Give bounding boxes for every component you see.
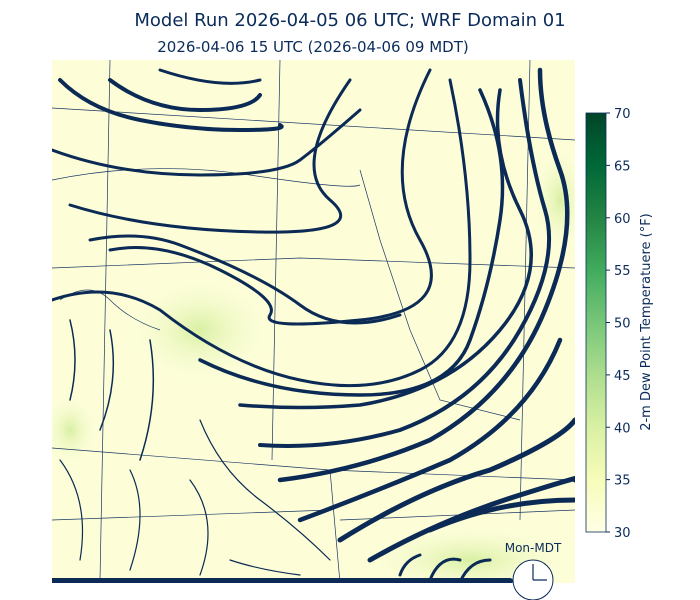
colorbar-tick-label: 60 <box>614 212 631 227</box>
colorbar-tick-label: 30 <box>614 526 631 541</box>
colorbar-tick-label: 35 <box>614 474 631 489</box>
clock-hands <box>532 564 547 581</box>
colorbar-tick-label: 50 <box>614 317 631 332</box>
colorbar-ticks: 30 35 40 45 50 55 60 65 70 <box>606 107 631 541</box>
map <box>52 60 575 583</box>
clock-label: Mon-MDT <box>505 541 562 555</box>
colorbar <box>585 112 607 533</box>
colorbar-tick-label: 45 <box>614 369 631 384</box>
colorbar-tick-label: 55 <box>614 264 631 279</box>
subtitle: 2026-04-06 15 UTC (2026-04-06 09 MDT) <box>157 38 468 56</box>
streamlines <box>52 67 575 583</box>
colorbar-tick-label: 70 <box>614 107 631 122</box>
colorbar-label: 2-m Dew Point Temperatuere (°F) <box>639 213 654 431</box>
colorbar-tick-label: 40 <box>614 421 631 436</box>
colorbar-tick-label: 65 <box>614 159 631 174</box>
title: Model Run 2026-04-05 06 UTC; WRF Domain … <box>134 10 565 31</box>
